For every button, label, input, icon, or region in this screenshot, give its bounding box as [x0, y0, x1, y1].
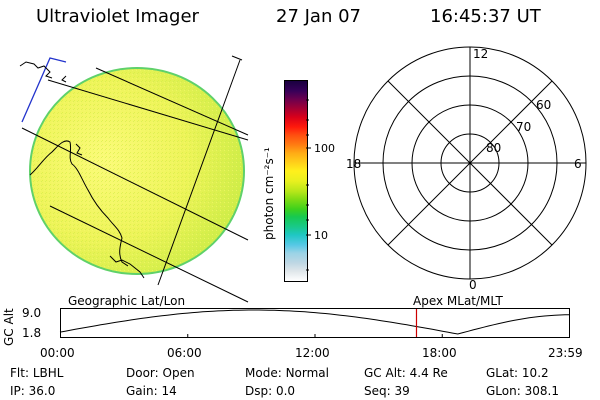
time-label: 16:45:37 UT [430, 6, 541, 27]
timeline-xtick-0000: 00:00 [40, 346, 75, 360]
colorbar-axis [306, 99, 311, 271]
status-seq: Seq: 39 [364, 384, 410, 398]
colorbar-gradient [285, 81, 307, 281]
timeline-ytick-9: 9.0 [22, 306, 42, 320]
status-glon-value: 308.1 [524, 384, 559, 398]
status-glat-value: 10.2 [521, 366, 549, 380]
timeline-x-ticks [60, 334, 570, 338]
earth-image [19, 55, 249, 303]
status-ip: IP: 36.0 [10, 384, 56, 398]
lat-label-70: 70 [516, 120, 531, 134]
colorbar-unit-label: photon cm⁻²s⁻¹ [262, 147, 276, 240]
status-gain-value: 14 [161, 384, 177, 398]
lat-line [49, 205, 249, 303]
status-mode-value: Normal [285, 366, 329, 380]
coastline-south [109, 255, 145, 279]
colorbar-tick-100: 100 [314, 142, 335, 155]
mlt-label-18: 18 [346, 157, 361, 171]
lat-label-80: 80 [486, 141, 501, 155]
status-gc-alt-value: 4.4 Re [409, 366, 448, 380]
polar-plot: 12 18 6 0 60 70 80 [346, 46, 587, 292]
timeline-xtick-1200: 12:00 [295, 346, 330, 360]
status-door-value: Open [162, 366, 195, 380]
date-label: 27 Jan 07 [276, 6, 361, 27]
timeline-right-title: Apex MLat/MLT [413, 294, 503, 308]
image-frame-edge [21, 57, 67, 123]
lat-label-60: 60 [536, 98, 551, 112]
timeline-xtick-0600: 06:00 [167, 346, 202, 360]
timeline-xtick-1800: 18:00 [422, 346, 457, 360]
colorbar [284, 80, 308, 282]
status-flt-value: LBHL [32, 366, 64, 380]
coastline-north [19, 61, 53, 79]
coastline-north-bit [61, 75, 67, 83]
coastline-island [75, 143, 83, 156]
earth-texture [31, 69, 243, 273]
colorbar-tick-10: 10 [314, 229, 328, 242]
timeline-y-label: GC Alt [2, 308, 16, 346]
status-flt: Flt: LBHL [10, 366, 64, 380]
status-seq-value: 39 [394, 384, 410, 398]
mlt-label-6: 6 [574, 157, 582, 171]
timeline-ytick-1-8: 1.8 [22, 326, 42, 340]
lat-line [95, 67, 249, 136]
status-door: Door: Open [126, 366, 195, 380]
status-glon: GLon: 308.1 [486, 384, 559, 398]
orbit-altitude-curve [59, 309, 570, 335]
lon-line [157, 59, 241, 286]
polar-diagonal [387, 80, 553, 246]
coastline [29, 140, 129, 267]
timeline-left-title: Geographic Lat/Lon [68, 294, 186, 308]
status-dsp: Dsp: 0.0 [245, 384, 296, 398]
status-ip-value: 36.0 [28, 384, 56, 398]
mlt-label-0: 0 [469, 278, 477, 292]
timeline-plot [59, 308, 570, 338]
lat-line [21, 127, 249, 241]
status-dsp-value: 0.0 [275, 384, 296, 398]
lon-line-tick [231, 55, 243, 61]
timeline-xtick-2359: 23:59 [548, 346, 583, 360]
instrument-title: Ultraviolet Imager [36, 6, 199, 27]
mlt-label-12: 12 [473, 47, 488, 61]
status-mode: Mode: Normal [245, 366, 329, 380]
status-gc-alt: GC Alt: 4.4 Re [364, 366, 448, 380]
status-glat: GLat: 10.2 [486, 366, 549, 380]
status-gain: Gain: 14 [126, 384, 177, 398]
